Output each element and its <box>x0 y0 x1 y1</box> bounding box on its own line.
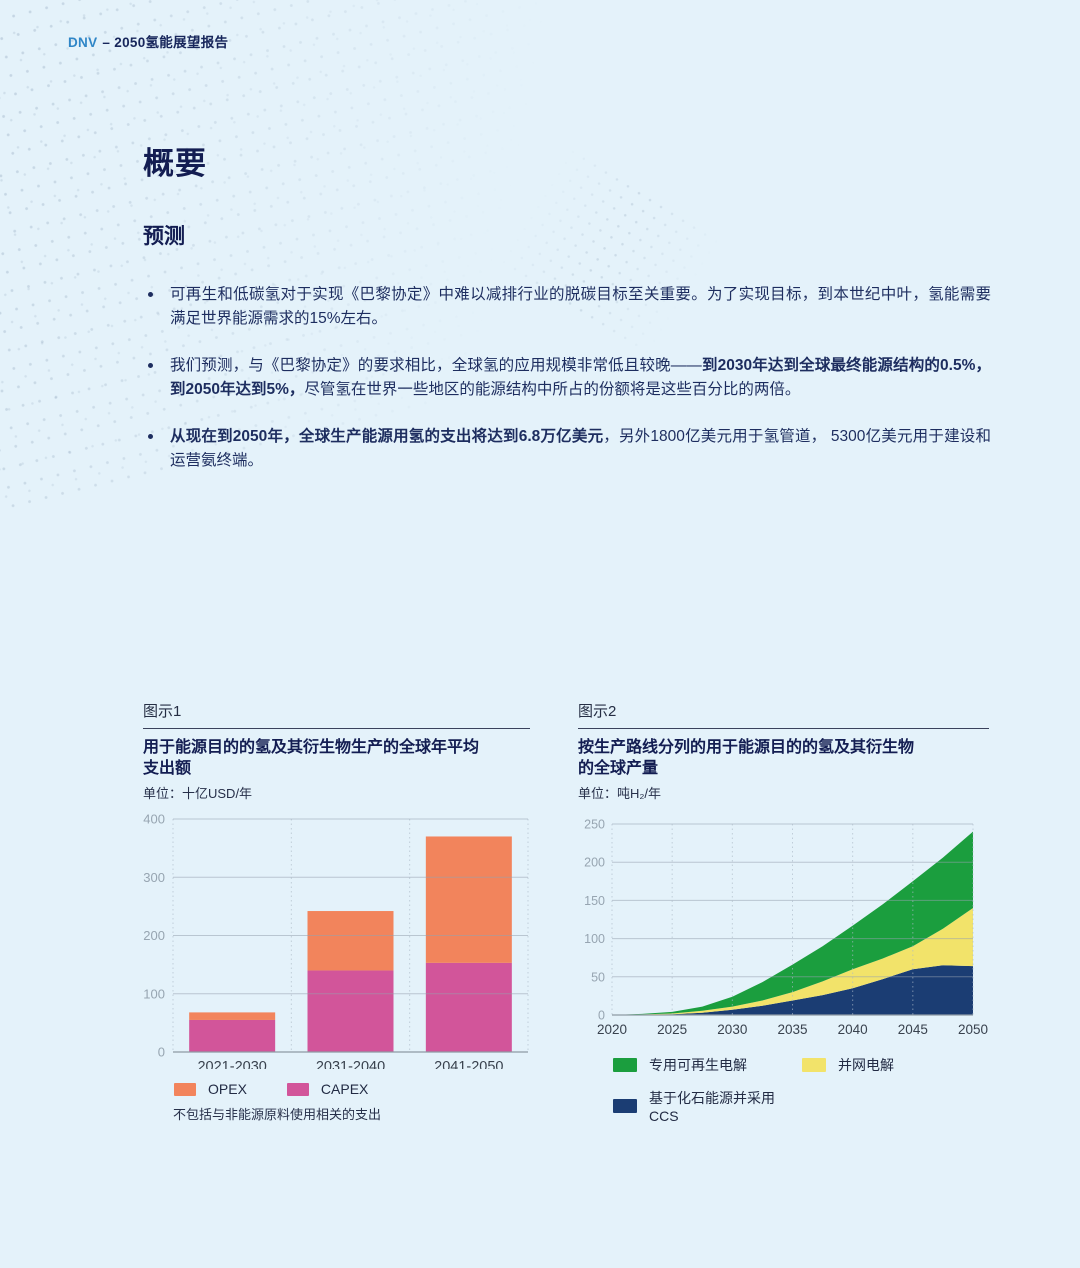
svg-text:400: 400 <box>143 812 165 827</box>
figure-1: 图示1 用于能源目的的氢及其衍生物生产的全球年平均支出额 单位：十亿USD/年 … <box>143 700 530 1123</box>
report-header: DNV – 2050氢能展望报告 <box>68 31 228 51</box>
bar-chart-expenditure: 0 100 200 300 400 2021-2030 2031-2040 2041-2050 <box>143 812 529 1069</box>
legend-item: 专用可再生电解 <box>613 1055 802 1075</box>
svg-text:200: 200 <box>143 928 165 943</box>
figure-1-label: 图示1 <box>143 703 182 720</box>
legend-label: OPEX <box>208 1081 247 1097</box>
x-axis-labels: 2020 2025 2030 2035 2040 2045 2050 <box>597 1022 988 1037</box>
legend-swatch <box>802 1058 826 1072</box>
legend-label: 基于化石能源并采用CCS <box>649 1090 775 1124</box>
report-name: – 2050氢能展望报告 <box>102 35 229 50</box>
legend-swatch <box>613 1099 637 1113</box>
figure-1-rule <box>143 728 530 729</box>
svg-text:0: 0 <box>598 1009 605 1023</box>
vertical-dotted-gridlines <box>172 819 529 1052</box>
svg-text:2031-2040: 2031-2040 <box>316 1059 385 1069</box>
bar-segment-capex <box>189 1019 276 1052</box>
area-series <box>612 908 973 1015</box>
svg-text:2050: 2050 <box>958 1022 988 1037</box>
figure-2-legend: 专用可再生电解 并网电解 基于化石能源并采用CCS <box>578 1055 989 1124</box>
svg-text:2020: 2020 <box>597 1022 627 1037</box>
svg-text:300: 300 <box>143 870 165 885</box>
legend-swatch <box>613 1058 637 1072</box>
svg-text:200: 200 <box>584 856 605 870</box>
bar-segment-capex <box>307 970 394 1052</box>
bar-segment-opex <box>307 911 394 971</box>
svg-text:100: 100 <box>584 932 605 946</box>
summary-bullet: 我们预测，与《巴黎协定》的要求相比，全球氢的应用规模非常低且较晚——到2030年… <box>143 354 991 402</box>
svg-text:50: 50 <box>591 970 605 984</box>
svg-text:2040: 2040 <box>838 1022 868 1037</box>
figure-1-legend: OPEX CAPEX <box>143 1081 530 1097</box>
vertical-dotted-gridlines <box>611 824 974 1015</box>
figure-2-rule <box>578 728 989 729</box>
legend-item: CAPEX <box>286 1081 369 1097</box>
summary-bullet: 可再生和低碳氢对于实现《巴黎协定》中难以减排行业的脱碳目标至关重要。为了实现目标… <box>143 283 991 331</box>
legend-item: 并网电解 <box>802 1055 894 1075</box>
bar-segment-opex <box>189 1012 276 1020</box>
legend-label: 并网电解 <box>838 1057 894 1073</box>
bar-segment-capex <box>425 962 512 1052</box>
svg-text:150: 150 <box>584 894 605 908</box>
svg-text:2045: 2045 <box>898 1022 928 1037</box>
figure-1-footnote: 不包括与非能源原料使用相关的支出 <box>173 1107 382 1122</box>
svg-text:0: 0 <box>158 1045 165 1060</box>
figure-1-unit: 单位：十亿USD/年 <box>143 786 253 801</box>
figure-1-title: 用于能源目的的氢及其衍生物生产的全球年平均支出额 <box>143 739 480 777</box>
y-axis-labels: 0 50 100 150 200 250 <box>584 818 605 1023</box>
svg-text:2030: 2030 <box>717 1022 747 1037</box>
svg-text:2035: 2035 <box>777 1022 807 1037</box>
svg-text:250: 250 <box>584 818 605 832</box>
legend-label: CAPEX <box>320 1081 369 1097</box>
figure-2: 图示2 按生产路线分列的用于能源目的的氢及其衍生物的全球产量 单位：吨H₂/年 … <box>578 700 989 1124</box>
horizontal-gridlines <box>173 818 528 995</box>
svg-text:100: 100 <box>143 986 165 1001</box>
bar-segment-opex <box>425 836 512 963</box>
figure-2-legend-row-1: 专用可再生电解 并网电解 <box>613 1055 989 1075</box>
summary-bullet: 从现在到2050年，全球生产能源用氢的支出将达到6.8万亿美元，另外1800亿美… <box>143 425 991 473</box>
area-series <box>612 965 973 1015</box>
svg-text:2041-2050: 2041-2050 <box>434 1059 503 1069</box>
figure-2-label: 图示2 <box>578 703 617 720</box>
legend-label: 专用可再生电解 <box>649 1057 747 1073</box>
stacked-bars <box>189 836 512 1052</box>
summary-bullets: 可再生和低碳氢对于实现《巴黎协定》中难以减排行业的脱碳目标至关重要。为了实现目标… <box>143 283 991 496</box>
legend-item: 基于化石能源并采用CCS <box>613 1088 802 1124</box>
legend-swatch <box>174 1082 196 1096</box>
section-title: 预测 <box>143 225 185 248</box>
figure-2-title: 按生产路线分列的用于能源目的的氢及其衍生物的全球产量 <box>578 739 915 777</box>
y-axis-labels: 0 100 200 300 400 <box>143 812 165 1060</box>
svg-text:2021-2030: 2021-2030 <box>197 1059 266 1069</box>
figure-2-unit: 单位：吨H₂/年 <box>578 786 662 801</box>
x-axis-labels: 2021-2030 2031-2040 2041-2050 <box>197 1059 503 1069</box>
legend-swatch <box>286 1082 309 1096</box>
legend-item: OPEX <box>174 1081 247 1097</box>
svg-text:2025: 2025 <box>657 1022 687 1037</box>
figure-2-legend-row-2: 基于化石能源并采用CCS <box>613 1088 989 1124</box>
dnv-logo-text: DNV <box>68 35 98 50</box>
page-title: 概要 <box>143 146 207 181</box>
